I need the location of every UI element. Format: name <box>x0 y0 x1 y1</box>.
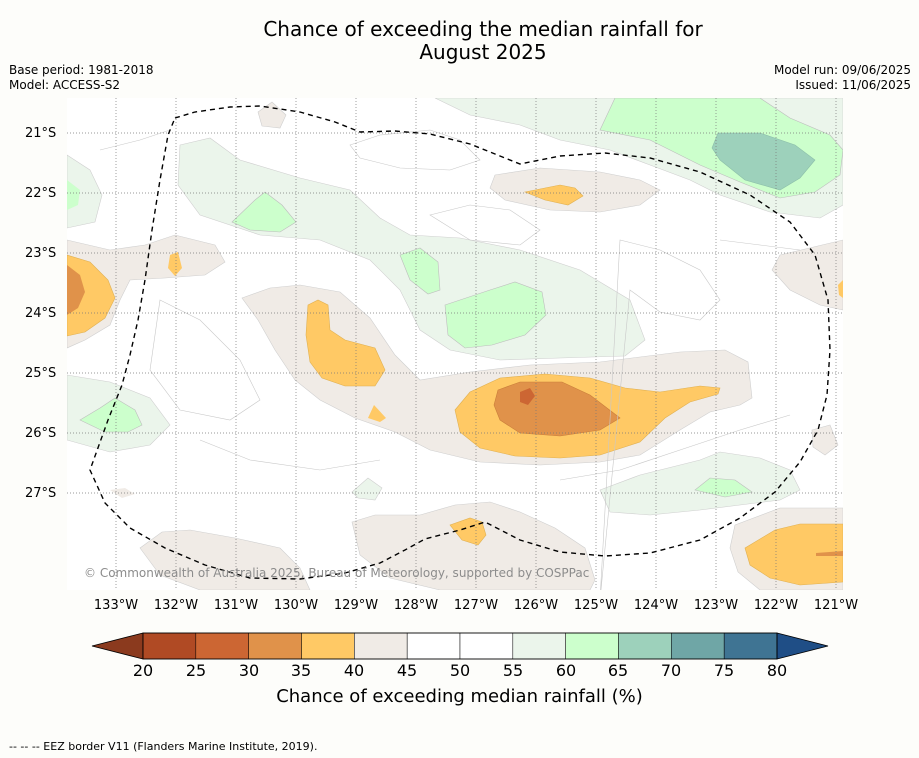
colorbar-tick: 25 <box>185 661 207 680</box>
region-40-45-northwest-blob <box>257 101 287 129</box>
lat-label: 23°S <box>25 246 57 261</box>
rainfall-probability-field <box>67 98 843 590</box>
colorbar-tick: 70 <box>660 661 682 680</box>
lon-label: 122°W <box>753 598 799 613</box>
colorbar-tick: 55 <box>502 661 524 680</box>
region-40-45-small-east <box>811 424 839 456</box>
lat-label: 24°S <box>25 306 57 321</box>
lat-label: 22°S <box>25 186 57 201</box>
region-60-65-c <box>444 281 547 349</box>
lat-label: 26°S <box>25 426 57 441</box>
region-35-40-south <box>449 517 487 546</box>
lon-label: 133°W <box>93 598 139 613</box>
colorbar-segment <box>406 632 461 660</box>
region-60-65-a <box>231 191 297 233</box>
colorbar-under-triangle <box>91 632 144 660</box>
region-35-40-small-b <box>368 405 386 422</box>
colorbar-tick: 40 <box>343 661 365 680</box>
copyright-notice: © Commonwealth of Australia 2025, Bureau… <box>84 566 590 580</box>
colorbar-segment <box>459 632 514 660</box>
model-run: Model run: 09/06/2025 <box>773 63 911 77</box>
lon-label: 124°W <box>633 598 679 613</box>
title-line-1: Chance of exceeding the median rainfall … <box>263 17 703 41</box>
region-55-60-west <box>67 154 103 229</box>
lon-label: 125°W <box>573 598 619 613</box>
colorbar-segment <box>142 632 197 660</box>
meta-left: Base period: 1981-2018 Model: ACCESS-S2 <box>9 63 154 93</box>
region-25-30 <box>520 388 535 405</box>
colorbar-segment <box>354 632 408 660</box>
colorbar-segment <box>671 632 725 660</box>
lon-label: 121°W <box>813 598 859 613</box>
colorbar-segment <box>512 632 566 660</box>
colorbar-tick: 45 <box>396 661 418 680</box>
lon-label: 123°W <box>693 598 739 613</box>
region-35-40-southeast <box>744 523 843 586</box>
meta-right: Model run: 09/06/2025 Issued: 11/06/2025 <box>774 63 911 93</box>
lon-label: 127°W <box>453 598 499 613</box>
colorbar-tick: 80 <box>766 661 788 680</box>
region-35-40-small-a <box>168 252 182 276</box>
colorbar-segment <box>565 632 619 660</box>
lon-label: 132°W <box>153 598 199 613</box>
colorbar-tick: 60 <box>555 661 577 680</box>
colorbar-tick: 35 <box>290 661 312 680</box>
eez-border <box>89 105 831 580</box>
colorbar-segment <box>248 632 302 660</box>
lat-label: 27°S <box>25 486 57 501</box>
colorbar-segment <box>195 632 249 660</box>
region-65-70 <box>711 132 816 191</box>
lon-label: 131°W <box>213 598 259 613</box>
region-55-60-small <box>351 477 383 501</box>
colorbar-tick: 30 <box>238 661 260 680</box>
colorbar-tick: 75 <box>713 661 735 680</box>
model-name: Model: ACCESS-S2 <box>9 78 121 92</box>
region-60-65-west-edge <box>67 180 80 210</box>
lon-label: 129°W <box>333 598 379 613</box>
region-30-35-west <box>67 265 85 315</box>
region-35-40-east-edge <box>838 280 843 298</box>
region-40-45-west <box>67 234 226 349</box>
eez-footnote: -- -- -- EEZ border V11 (Flanders Marine… <box>9 740 318 753</box>
region-40-45-small-sw <box>110 488 135 498</box>
colorbar-segment <box>301 632 355 660</box>
colorbar-over-triangle <box>776 632 829 660</box>
lon-label: 126°W <box>513 598 559 613</box>
map-title: Chance of exceeding the median rainfall … <box>0 18 919 64</box>
region-60-65-e <box>694 477 753 498</box>
colorbar-segment <box>618 632 672 660</box>
issued-date: Issued: 11/06/2025 <box>795 78 911 92</box>
region-55-60-southeast <box>599 451 801 516</box>
region-35-40-north <box>523 184 584 206</box>
colorbar-outline <box>142 632 778 660</box>
colorbar-tick: 50 <box>449 661 471 680</box>
contour-lines <box>99 129 801 590</box>
lat-label: 21°S <box>25 126 57 141</box>
colorbar <box>91 632 829 660</box>
colorbar-tick: 65 <box>607 661 629 680</box>
colorbar-segment <box>723 632 778 660</box>
colorbar-label: Chance of exceeding median rainfall (%) <box>276 686 643 707</box>
region-40-45-south <box>351 501 596 590</box>
lon-label: 128°W <box>393 598 439 613</box>
lat-label: 25°S <box>25 366 57 381</box>
lon-label: 130°W <box>273 598 319 613</box>
region-60-65-b <box>399 247 441 295</box>
region-60-65-d <box>79 397 143 433</box>
title-line-2: August 2025 <box>419 40 547 64</box>
region-35-40-center-west <box>305 299 386 387</box>
colorbar-tick: 20 <box>132 661 154 680</box>
base-period: Base period: 1981-2018 <box>9 63 154 77</box>
graticule <box>67 98 843 590</box>
